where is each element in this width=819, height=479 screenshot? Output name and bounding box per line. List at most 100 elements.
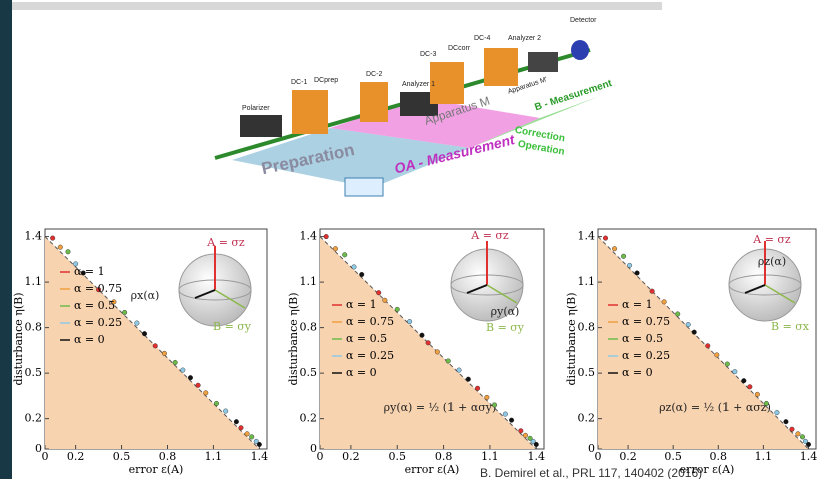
x-tick-label: 1.4 — [251, 450, 269, 463]
x-tick-label: 1.4 — [528, 450, 546, 463]
diagram-label: DC-1 — [291, 79, 307, 86]
bloch-b-axis — [764, 284, 796, 304]
data-point — [649, 288, 655, 294]
data-point — [621, 253, 627, 259]
data-point — [795, 431, 801, 437]
data-point — [533, 441, 539, 447]
detector — [571, 40, 589, 60]
y-tick-label: 0 — [310, 442, 317, 455]
data-point — [332, 246, 338, 252]
legend-label: α = 0.75 — [346, 315, 394, 328]
x-axis-label: error ε(A) — [680, 463, 735, 476]
data-point — [122, 309, 128, 315]
data-point — [518, 428, 524, 434]
y-tick-label: 0.8 — [300, 321, 318, 334]
dc3-coil — [430, 62, 464, 104]
data-point — [249, 434, 255, 440]
data-point — [783, 419, 789, 425]
y-tick-label: 0.2 — [25, 412, 43, 425]
dc4-coil — [484, 48, 518, 86]
y-tick-label: 0.5 — [300, 366, 318, 379]
chart: 0 0.2 0.5 0.8 1.1 1.4 0 0.2 0.5 0.8 1.1 1.4 error ε(… — [287, 228, 546, 476]
x-tick-label: 0.5 — [113, 450, 131, 463]
data-point — [612, 246, 618, 252]
y-tick-label: 0.2 — [300, 412, 318, 425]
legend-label: α = 0.25 — [622, 349, 670, 362]
data-point — [425, 340, 431, 346]
legend-label: α = 0.25 — [74, 316, 122, 329]
noise-box — [344, 177, 384, 197]
data-point — [763, 400, 769, 406]
data-point — [253, 438, 259, 444]
diagram-label: DCprep — [314, 77, 338, 84]
y-tick-label: 0.5 — [25, 366, 43, 379]
top-bar — [12, 2, 662, 10]
data-point — [675, 311, 681, 317]
dc2-coil — [360, 82, 388, 122]
x-tick-label: 0.5 — [388, 450, 406, 463]
legend-label: α = 0.75 — [74, 282, 122, 295]
data-point — [57, 244, 63, 250]
y-axis-label: disturbance η(B) — [12, 292, 25, 385]
legend-label: α = 0.75 — [622, 315, 670, 328]
x-tick-label: 1.4 — [800, 450, 818, 463]
data-point — [244, 431, 250, 437]
y-axis-label: disturbance η(B) — [565, 292, 578, 385]
data-point — [419, 332, 425, 338]
data-point — [351, 264, 357, 270]
x-tick-label: 1.1 — [481, 450, 499, 463]
y-tick-label: 0.5 — [578, 366, 596, 379]
data-point — [522, 432, 528, 438]
y-tick-label: 0.8 — [25, 321, 43, 334]
legend-label: α = 1 — [74, 265, 105, 278]
data-point — [223, 408, 229, 414]
x-tick-label: 0.8 — [710, 450, 728, 463]
diagram-label: DC-4 — [474, 35, 490, 42]
data-point — [691, 329, 697, 335]
legend-label: α = 0 — [622, 366, 653, 379]
data-point — [376, 290, 382, 296]
diagram-label: Analyzer 1 — [402, 81, 435, 88]
allowed-region — [320, 236, 537, 449]
legend-label: α = 1 — [622, 298, 653, 311]
data-point — [724, 361, 730, 367]
data-point — [714, 352, 720, 358]
data-point — [741, 378, 747, 384]
data-point — [502, 411, 508, 417]
data-point — [134, 320, 140, 326]
y-tick-label: 1.4 — [578, 230, 596, 243]
data-point — [73, 261, 79, 267]
x-tick-label: 1.1 — [205, 450, 223, 463]
annotation: ρz(α) = ½ (𝟙 + ασz) — [659, 401, 771, 414]
data-point — [96, 287, 102, 293]
data-point — [213, 400, 219, 406]
x-tick-label: 0.2 — [67, 450, 85, 463]
data-point — [256, 441, 262, 447]
legend-label: α = 0.5 — [74, 299, 115, 312]
citation: B. Demirel et al., PRL 117, 140402 (2016… — [480, 466, 702, 479]
x-tick-label: 0.8 — [159, 450, 177, 463]
diagram-label: DC-2 — [366, 71, 382, 78]
legend-label: α = 0.25 — [346, 349, 394, 362]
annotation: A = σz — [470, 229, 509, 242]
data-point — [238, 425, 244, 431]
bound-line — [44, 236, 260, 450]
bloch-state — [194, 289, 216, 299]
x-tick-label: 0.8 — [435, 450, 453, 463]
x-axis-label: error ε(A) — [405, 463, 460, 476]
data-point — [152, 343, 158, 349]
annotation: ρy(α) — [491, 305, 520, 318]
data-point — [627, 262, 633, 268]
data-point — [530, 438, 536, 444]
legend-label: α = 0.5 — [346, 332, 387, 345]
y-tick-label: 1.1 — [300, 275, 318, 288]
diagram-label: Analyzer 2 — [508, 35, 541, 42]
chart: 0 0.2 0.5 0.8 1.1 1.4 0 0.2 0.5 0.8 1.1 1.4 error ε(… — [12, 228, 269, 476]
correction-plane — [470, 96, 600, 148]
bound-line — [319, 236, 537, 450]
x-axis-label: error ε(A) — [129, 463, 184, 476]
dc1-coil — [292, 90, 328, 134]
data-point — [161, 350, 167, 356]
data-point — [203, 390, 209, 396]
